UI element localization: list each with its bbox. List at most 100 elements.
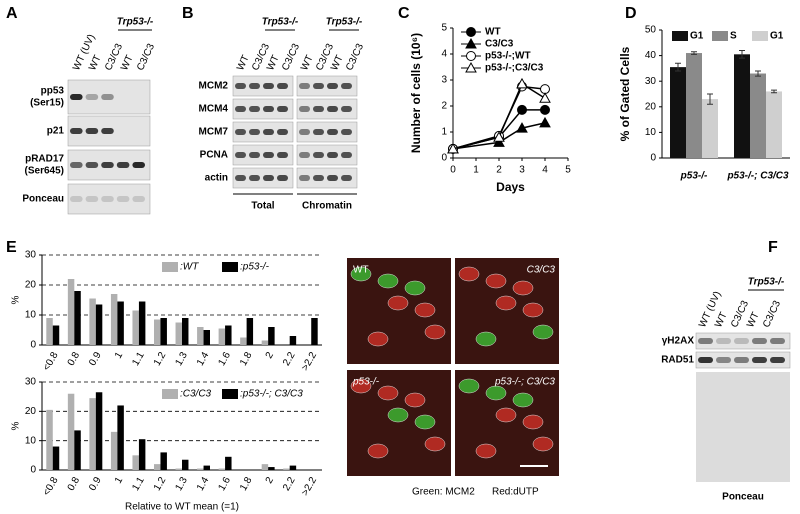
band <box>70 196 83 202</box>
y-tick-label: 20 <box>25 406 37 417</box>
bar <box>74 430 81 470</box>
band <box>277 106 288 112</box>
bar <box>203 330 210 345</box>
row-label: MCM4 <box>199 104 229 115</box>
bar <box>175 468 182 470</box>
y-axis-title: Number of cells (10⁶) <box>409 33 423 153</box>
legend-swatch <box>162 389 178 399</box>
bar <box>52 446 60 470</box>
x-axis-title: Relative to WT mean (=1) <box>125 502 239 513</box>
band <box>235 152 246 158</box>
bar <box>67 393 75 470</box>
band <box>249 175 260 181</box>
legend-label: G1 <box>690 31 704 42</box>
band <box>85 162 99 168</box>
nucleus <box>350 378 372 394</box>
bar <box>218 468 226 470</box>
x-tick-label: 2 <box>264 350 277 361</box>
lane-label: C3/C3 <box>344 42 366 73</box>
series-line <box>452 82 546 150</box>
bar <box>686 53 702 158</box>
band <box>716 357 731 363</box>
nucleus <box>404 280 426 296</box>
x-tick-label: 1 <box>473 165 479 176</box>
lane-label: WT <box>329 54 346 73</box>
nucleus <box>495 407 517 423</box>
band <box>327 106 338 112</box>
x-tick-label: 0 <box>450 165 456 176</box>
bar <box>750 73 766 158</box>
band <box>101 162 114 168</box>
y-tick-label: 2 <box>441 101 447 112</box>
band <box>698 357 713 363</box>
lane-label: WT <box>299 54 316 73</box>
band <box>341 83 352 89</box>
bar <box>154 464 161 470</box>
band <box>235 175 246 181</box>
marker <box>517 104 527 115</box>
x-tick-label: 2.2 <box>281 350 298 368</box>
bar <box>203 465 210 470</box>
nucleus <box>350 266 372 282</box>
error-bar <box>675 62 681 72</box>
x-tick-label: 0.9 <box>87 350 104 368</box>
band <box>85 128 99 134</box>
lane-label: C3/C3 <box>135 42 157 73</box>
row-label: Ponceau <box>22 194 64 205</box>
nucleus <box>512 392 534 408</box>
band <box>752 357 767 363</box>
legend-label: S <box>730 31 737 42</box>
marker <box>516 77 528 89</box>
nucleus <box>485 273 507 289</box>
x-tick-label: 0.9 <box>87 475 104 493</box>
band <box>299 129 310 135</box>
nucleus <box>485 385 507 401</box>
band <box>277 152 288 158</box>
band <box>263 129 274 135</box>
legend-marker <box>466 51 476 61</box>
band <box>299 83 310 89</box>
band <box>263 152 274 158</box>
band <box>734 338 749 344</box>
bar <box>138 301 146 345</box>
legend-marker <box>465 37 477 49</box>
bar <box>117 405 124 470</box>
band <box>313 175 324 181</box>
y-tick-label: 40 <box>645 50 657 61</box>
band <box>341 129 352 135</box>
blot <box>695 332 791 350</box>
bar <box>268 327 275 345</box>
lane-label: WT <box>235 54 252 73</box>
row-label: γH2AX <box>662 336 695 347</box>
band <box>313 83 324 89</box>
y-tick-label: 30 <box>25 250 37 261</box>
row-label: p21 <box>47 126 65 137</box>
x-axis-title: Days <box>496 180 525 194</box>
marker <box>539 92 551 103</box>
x-tick-label: 1.6 <box>216 475 233 493</box>
band <box>132 196 145 202</box>
x-tick-label: 1 <box>113 350 126 361</box>
bar <box>95 392 103 470</box>
x-tick-label: 1.8 <box>238 475 255 493</box>
band <box>341 152 352 158</box>
bar <box>261 464 269 470</box>
band <box>249 106 260 112</box>
row-label: PCNA <box>200 150 228 161</box>
bar <box>197 327 204 345</box>
x-tick-label: 2 <box>264 475 277 486</box>
panel-label: B <box>182 5 194 22</box>
bar <box>261 340 269 345</box>
genotype-label: Trp53-/- <box>748 277 785 288</box>
lane-label: WT <box>119 54 136 73</box>
bar <box>702 99 718 158</box>
nucleus <box>367 443 389 459</box>
legend-marker <box>465 61 477 73</box>
error-bar <box>707 93 713 105</box>
y-tick-label: 3 <box>441 75 447 86</box>
row-label: actin <box>205 173 228 184</box>
bar <box>46 409 53 470</box>
band <box>249 83 260 89</box>
x-tick-label: 0.8 <box>66 350 83 368</box>
